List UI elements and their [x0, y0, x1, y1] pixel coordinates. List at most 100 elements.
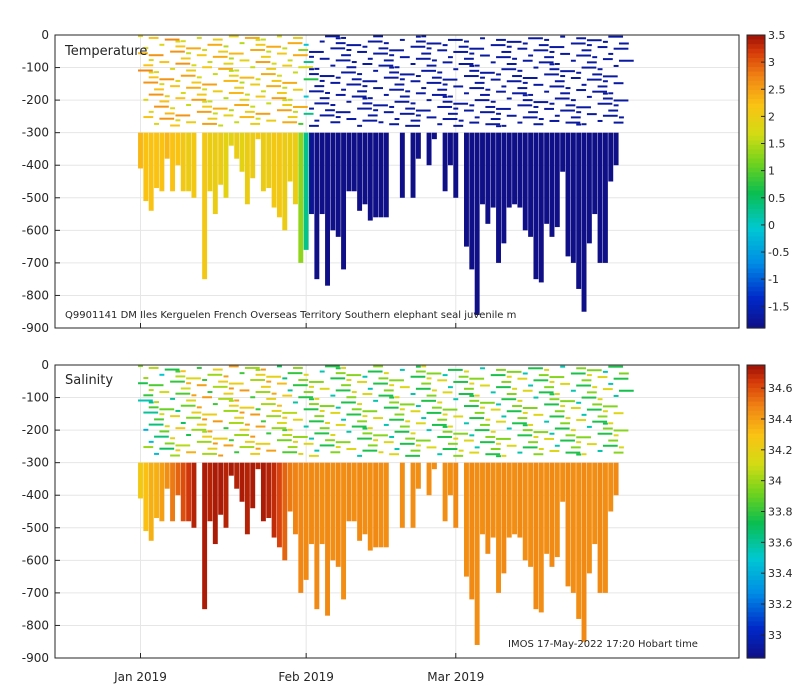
salinity-surface-streak	[319, 409, 325, 412]
salinity-surface-streak	[260, 385, 271, 388]
temperature-surface-streak	[255, 112, 271, 115]
salinity-profile-column	[303, 462, 309, 580]
temperature-colorbar-segment	[747, 94, 765, 100]
salinity-colorbar-tick-label: 34	[768, 475, 782, 488]
temperature-surface-streak	[453, 107, 459, 110]
salinity-surface-streak	[373, 382, 388, 385]
salinity-surface-streak	[282, 451, 298, 454]
temperature-colorbar-segment	[747, 57, 765, 64]
temperature-surface-streak	[282, 104, 293, 107]
temperature-profile-column	[586, 132, 592, 244]
temperature-surface-streak	[298, 122, 304, 125]
temperature-surface-streak	[447, 112, 458, 115]
salinity-surface-streak	[447, 386, 453, 389]
temperature-surface-streak	[303, 95, 309, 98]
temperature-colorbar-segment	[747, 268, 765, 274]
temperature-surface-streak	[170, 124, 180, 127]
salinity-surface-streak	[544, 403, 559, 406]
salinity-profile-column	[148, 462, 154, 541]
salinity-panel-label: Salinity	[65, 373, 113, 388]
temperature-surface-streak	[175, 114, 191, 117]
temperature-surface-streak	[202, 49, 208, 51]
salinity-surface-streak	[389, 396, 395, 399]
temperature-surface-streak	[517, 121, 523, 124]
salinity-surface-streak	[469, 377, 485, 380]
temperature-y-tick-label: -100	[22, 61, 49, 75]
salinity-surface-streak	[239, 428, 250, 431]
salinity-surface-streak	[276, 382, 287, 385]
temperature-surface-streak	[496, 107, 511, 110]
temperature-surface-streak	[180, 91, 186, 94]
temperature-surface-streak	[287, 42, 303, 45]
salinity-surface-streak	[538, 448, 544, 451]
temperature-surface-streak	[314, 67, 320, 70]
salinity-profile-column	[570, 462, 576, 593]
salinity-colorbar-segment	[747, 383, 765, 389]
salinity-profile-column	[287, 462, 293, 512]
temperature-surface-streak	[271, 62, 277, 65]
salinity-surface-streak	[335, 423, 346, 426]
temperature-surface-streak	[522, 94, 528, 97]
salinity-surface-streak	[303, 442, 314, 445]
temperature-profile-column	[148, 132, 154, 211]
x-tick-label: Feb 2019	[278, 670, 334, 684]
temperature-colorbar-segment	[747, 227, 765, 233]
temperature-surface-streak	[373, 52, 388, 55]
salinity-surface-streak	[453, 415, 464, 418]
temperature-profile-column	[228, 132, 234, 146]
temperature-surface-streak	[357, 73, 363, 76]
salinity-surface-streak	[148, 423, 164, 426]
salinity-surface-streak	[549, 380, 555, 383]
salinity-surface-streak	[570, 389, 576, 392]
temperature-profile-column	[431, 132, 437, 140]
temperature-surface-streak	[613, 99, 629, 102]
temperature-surface-streak	[186, 121, 196, 124]
temperature-surface-streak	[528, 37, 543, 40]
temperature-profile-column	[319, 132, 325, 215]
temperature-surface-streak	[522, 81, 528, 84]
temperature-surface-streak	[325, 109, 335, 112]
salinity-surface-streak	[330, 451, 341, 454]
temperature-surface-streak	[357, 107, 372, 110]
salinity-surface-streak	[335, 372, 346, 375]
salinity-surface-streak	[186, 416, 201, 419]
temperature-surface-streak	[255, 95, 266, 98]
temperature-surface-streak	[405, 107, 416, 110]
temperature-profile-column	[528, 132, 534, 237]
temperature-colorbar-segment	[747, 213, 765, 219]
temperature-profile-column	[186, 132, 192, 192]
temperature-surface-streak	[474, 64, 480, 67]
temperature-surface-streak	[314, 85, 325, 88]
salinity-surface-streak	[309, 437, 314, 440]
temperature-colorbar-segment	[747, 62, 765, 68]
temperature-colorbar-segment	[747, 218, 765, 224]
temperature-surface-streak	[202, 88, 208, 91]
temperature-profile-column	[218, 132, 224, 185]
salinity-surface-streak	[431, 389, 437, 392]
salinity-annotation: IMOS 17-May-2022 17:20 Hobart time	[508, 639, 698, 650]
salinity-surface-streak	[474, 446, 480, 449]
temperature-surface-streak	[282, 81, 298, 84]
salinity-surface-streak	[186, 382, 192, 385]
temperature-surface-streak	[212, 73, 218, 76]
salinity-profile-column	[330, 462, 336, 561]
temperature-surface-streak	[260, 73, 276, 76]
salinity-surface-streak	[399, 368, 405, 371]
temperature-surface-streak	[485, 105, 496, 108]
temperature-surface-streak	[506, 45, 512, 48]
salinity-surface-streak	[602, 410, 608, 413]
temperature-colorbar-segment	[747, 163, 765, 169]
salinity-surface-streak	[464, 370, 469, 373]
salinity-surface-streak	[378, 394, 394, 397]
salinity-colorbar-segment	[747, 410, 765, 416]
temperature-colorbar-segment	[747, 231, 765, 238]
salinity-surface-streak	[255, 442, 271, 445]
temperature-surface-streak	[506, 40, 522, 43]
temperature-surface-streak	[351, 95, 367, 98]
salinity-surface-streak	[260, 403, 276, 406]
salinity-surface-streak	[175, 427, 186, 430]
temperature-profile-column	[212, 132, 218, 215]
salinity-profile-column	[367, 462, 373, 551]
temperature-profile-column	[260, 132, 266, 192]
temperature-profile-column	[469, 132, 475, 270]
